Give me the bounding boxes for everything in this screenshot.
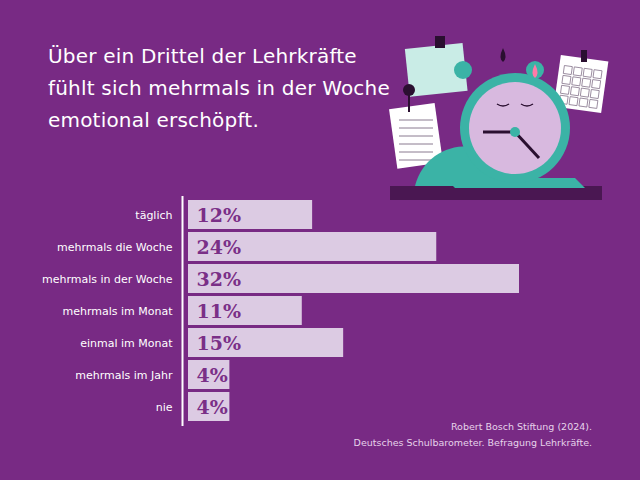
html-text:Deutsches Schulbarometer. Befr: Deutsches Schulbarometer. Befragung Lehr… (353, 437, 592, 448)
html-text:Robert Bosch Stiftung (2024).: Robert Bosch Stiftung (2024). (450, 421, 592, 432)
svg-text:einmal im Monat: einmal im Monat (80, 337, 173, 350)
svg-text:32%: 32% (197, 268, 242, 290)
html-text:Über ein Drittel der Lehrkräft: Über ein Drittel der Lehrkräfte fühlt si… (48, 44, 390, 132)
svg-text:mehrmals im Jahr: mehrmals im Jahr (75, 369, 173, 382)
svg-text:4%: 4% (197, 396, 228, 418)
svg-text:11%: 11% (197, 300, 242, 322)
svg-text:24%: 24% (197, 236, 242, 258)
svg-text:mehrmals die Woche: mehrmals die Woche (57, 241, 173, 254)
svg-text:4%: 4% (197, 364, 228, 386)
svg-text:15%: 15% (197, 332, 242, 354)
svg-text:mehrmals im Monat: mehrmals im Monat (62, 305, 173, 318)
svg-text:mehrmals in der Woche: mehrmals in der Woche (42, 273, 173, 286)
svg-text:täglich: täglich (135, 209, 172, 222)
svg-text:nie: nie (156, 401, 173, 414)
svg-text:12%: 12% (197, 204, 242, 226)
